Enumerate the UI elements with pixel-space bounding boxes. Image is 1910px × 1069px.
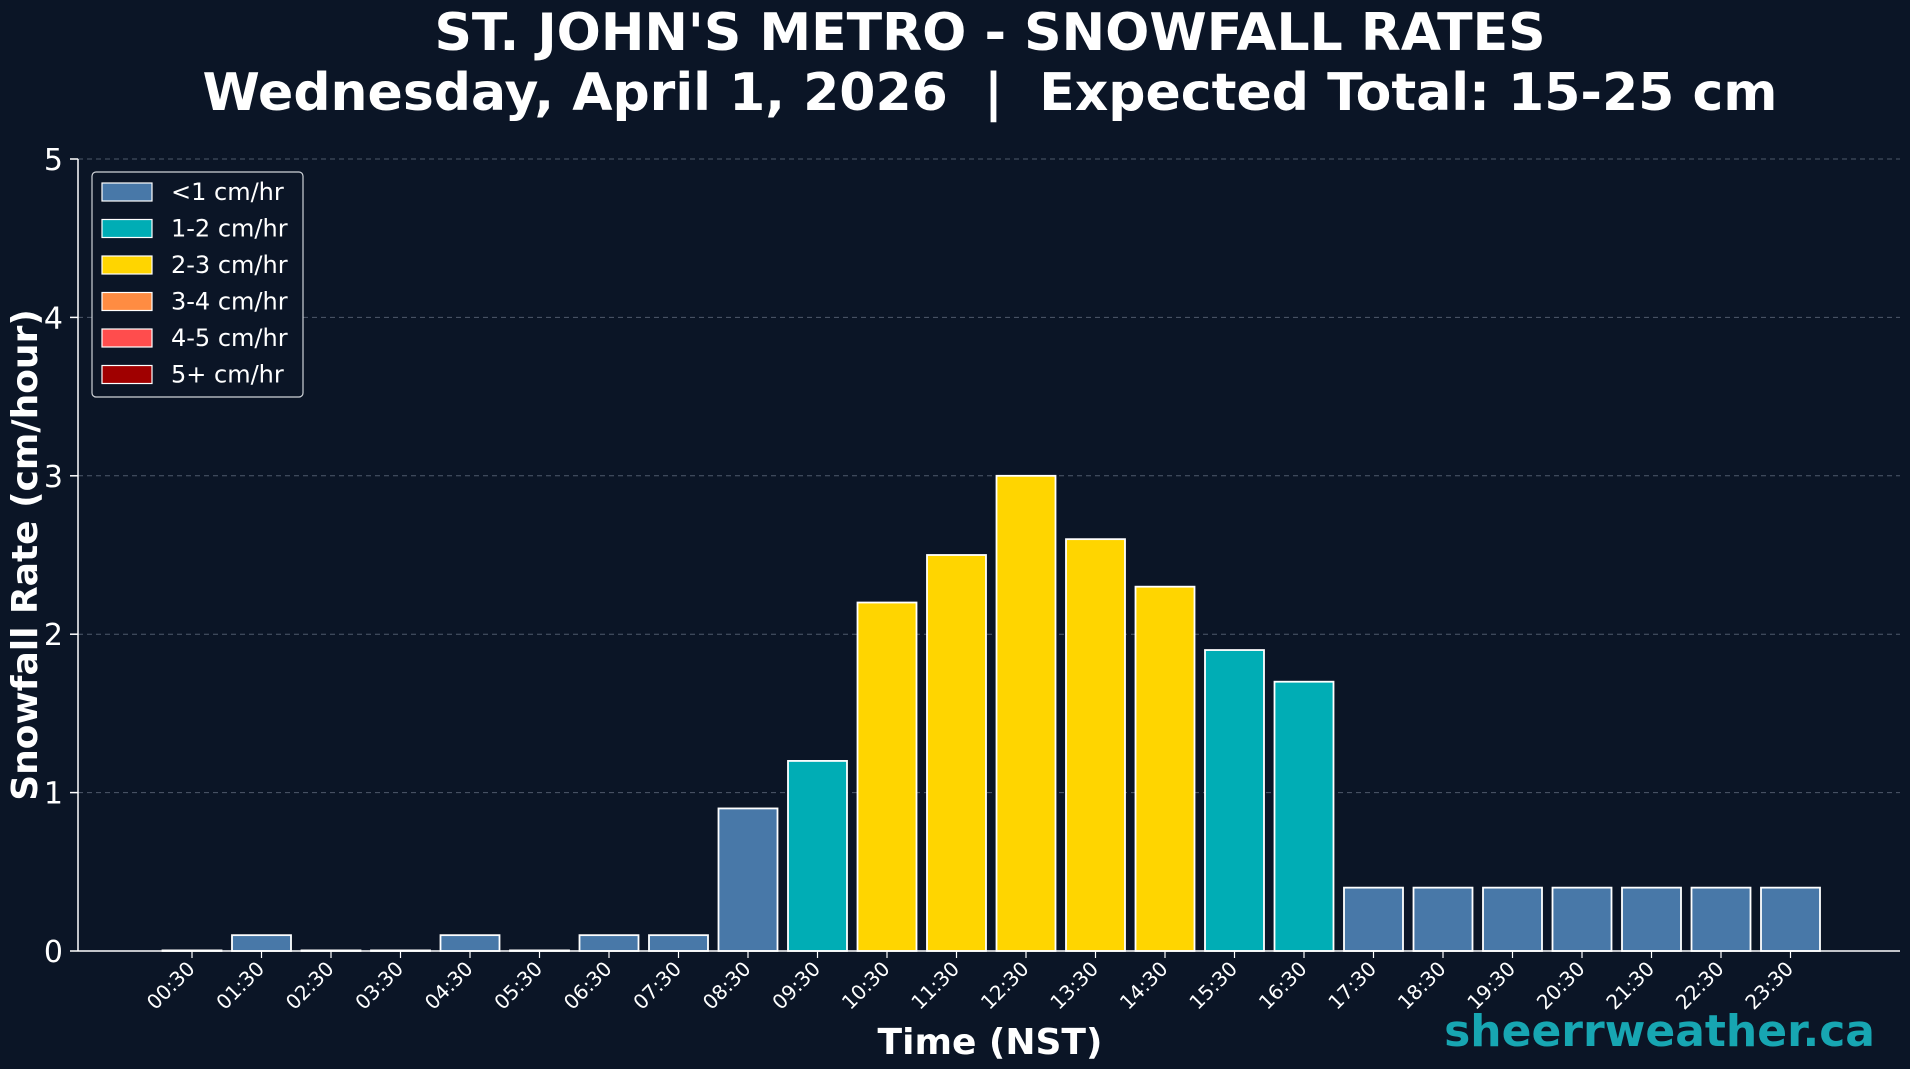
x-tick-label: 14:30 — [1115, 957, 1173, 1015]
y-tick-label: 2 — [44, 618, 63, 653]
legend: <1 cm/hr 1-2 cm/hr 2-3 cm/hr 3-4 cm/hr 4-5 c… — [91, 171, 304, 398]
bar — [578, 934, 640, 952]
y-tick-label: 3 — [44, 460, 63, 495]
x-tick-label: 07:30 — [628, 957, 686, 1015]
chart-title: ST. JOHN'S METRO - SNOWFALL RATES — [434, 3, 1545, 63]
bar — [1273, 680, 1335, 952]
bar — [1204, 649, 1265, 952]
legend-swatch — [101, 328, 153, 348]
x-axis-label: Time (NST) — [878, 1022, 1103, 1063]
y-tick-labels: 0 1 2 3 4 5 — [44, 143, 78, 970]
x-tick-label: 06:30 — [559, 957, 617, 1015]
bar — [648, 934, 709, 952]
bar — [1412, 886, 1474, 952]
x-tick-label: 10:30 — [837, 957, 895, 1015]
legend-label: 1-2 cm/hr — [171, 215, 288, 243]
x-tick-label: 08:30 — [698, 957, 756, 1015]
bar — [231, 934, 292, 952]
x-tick-label: 09:30 — [767, 957, 825, 1015]
x-tick-label: 15:30 — [1184, 957, 1242, 1015]
bar — [1065, 538, 1126, 952]
x-tick-labels: 00:30 01:30 02:30 03:30 04:30 05:30 06:30 07:30… — [142, 951, 1798, 1014]
bar — [1690, 886, 1752, 952]
bar — [439, 934, 501, 952]
bar — [787, 760, 848, 952]
x-tick-label: 12:30 — [976, 957, 1034, 1015]
y-axis-label: Snowfall Rate (cm/hour) — [5, 309, 46, 801]
x-tick-label: 17:30 — [1323, 957, 1381, 1015]
bar — [1134, 585, 1196, 952]
bar — [1482, 886, 1543, 952]
bar — [926, 554, 987, 952]
y-tick-label: 1 — [44, 777, 63, 812]
y-tick-label: 0 — [44, 935, 63, 970]
bars — [161, 474, 1821, 952]
legend-label: 5+ cm/hr — [171, 361, 284, 389]
legend-swatch — [101, 255, 153, 275]
bar — [717, 807, 779, 952]
x-tick-label: 03:30 — [350, 957, 408, 1015]
x-tick-label: 13:30 — [1045, 957, 1103, 1015]
legend-swatch — [101, 364, 153, 385]
bar — [995, 474, 1057, 952]
x-tick-label: 04:30 — [420, 957, 478, 1015]
x-tick-label: 18:30 — [1393, 957, 1451, 1015]
bar — [1551, 886, 1613, 952]
bar — [856, 601, 918, 952]
legend-label: 3-4 cm/hr — [171, 288, 288, 316]
x-tick-label: 05:30 — [489, 957, 547, 1015]
legend-label: <1 cm/hr — [171, 178, 284, 206]
watermark: sheerrweather.ca — [1444, 1006, 1875, 1057]
x-tick-label: 11:30 — [906, 957, 964, 1015]
x-tick-label: 02:30 — [281, 957, 339, 1015]
grid-lines — [78, 158, 1900, 794]
x-tick-label: 16:30 — [1254, 957, 1312, 1015]
chart-subtitle: Wednesday, April 1, 2026 | Expected Tota… — [203, 63, 1778, 123]
x-tick-label: 01:30 — [211, 957, 269, 1015]
bar — [1760, 886, 1821, 952]
y-tick-label: 5 — [44, 143, 63, 178]
legend-label: 2-3 cm/hr — [171, 251, 288, 279]
axes — [77, 159, 1900, 952]
legend-label: 4-5 cm/hr — [171, 324, 288, 352]
bar — [1343, 886, 1404, 952]
legend-swatch — [101, 218, 153, 239]
legend-swatch — [101, 291, 153, 312]
x-tick-label: 00:30 — [142, 957, 200, 1015]
y-tick-label: 4 — [44, 301, 63, 336]
legend-swatch — [101, 182, 153, 202]
bar — [1621, 886, 1682, 952]
